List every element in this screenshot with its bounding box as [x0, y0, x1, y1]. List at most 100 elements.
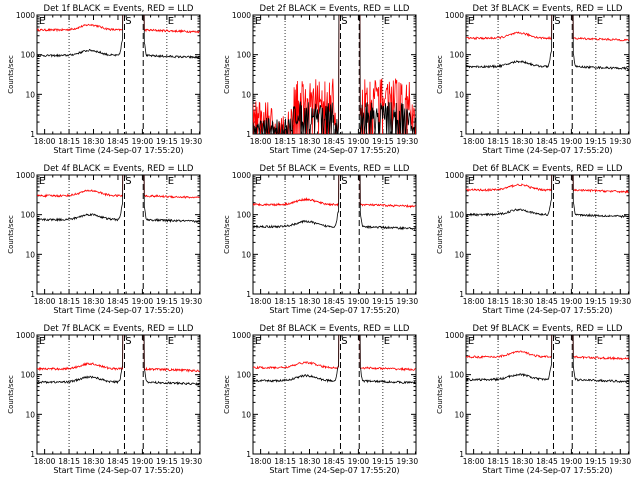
- x-axis-label: Start Time (24-Sep-07 17:55:20): [53, 146, 183, 155]
- x-tick-label: 19:15: [585, 137, 607, 146]
- marker-label-e: E: [39, 16, 45, 27]
- x-tick-label: 19:15: [156, 457, 178, 466]
- marker-label-e: E: [255, 16, 261, 27]
- y-axis-label: Counts/sec: [223, 55, 231, 94]
- series-lld-line: [37, 15, 200, 34]
- x-tick-label: 18:45: [107, 137, 129, 146]
- x-tick-label: 18:30: [299, 137, 321, 146]
- y-tick-label: 1: [459, 450, 464, 459]
- series-events-line: [37, 335, 200, 386]
- x-tick-label: 19:30: [180, 137, 202, 146]
- y-tick-label: 10: [25, 410, 35, 419]
- x-tick-label: 18:30: [512, 297, 534, 306]
- y-tick-label: 1000: [445, 331, 464, 340]
- plot-frame: [465, 334, 630, 455]
- marker-label-s: S: [125, 176, 131, 187]
- y-tick-label: 10: [25, 250, 35, 259]
- marker-label-e: E: [168, 336, 174, 347]
- y-tick-label: 10: [454, 250, 464, 259]
- x-tick-label: 18:30: [512, 137, 534, 146]
- x-tick-label: 18:15: [58, 297, 80, 306]
- x-tick-label: 18:30: [299, 297, 321, 306]
- marker-label-s: S: [554, 336, 560, 347]
- series-events-line: [466, 175, 629, 219]
- detector-panel: Det 6f BLACK = Events, RED = LLD E S E 1 10 10…: [436, 164, 631, 315]
- x-tick-label: 19:00: [132, 297, 154, 306]
- y-tick-label: 100: [21, 371, 36, 380]
- x-tick-label: 18:15: [58, 137, 80, 146]
- series-events-line: [37, 175, 200, 224]
- plot-frame: [252, 174, 417, 295]
- y-tick-label: 100: [237, 211, 252, 220]
- x-axis-label: Start Time (24-Sep-07 17:55:20): [269, 306, 399, 315]
- x-axis-label: Start Time (24-Sep-07 17:55:20): [482, 466, 612, 475]
- marker-label-s: S: [554, 176, 560, 187]
- y-tick-label: 100: [450, 211, 465, 220]
- x-tick-label: 18:45: [536, 297, 558, 306]
- x-tick-label: 18:30: [83, 297, 105, 306]
- y-axis-label: Counts/sec: [223, 215, 231, 254]
- x-tick-label: 19:00: [561, 457, 583, 466]
- x-tick-label: 19:15: [372, 457, 394, 466]
- x-tick-label: 18:30: [83, 457, 105, 466]
- y-tick-label: 1000: [16, 11, 35, 20]
- x-tick-label: 18:00: [463, 137, 485, 146]
- y-tick-label: 1000: [16, 331, 35, 340]
- x-axis-label: Start Time (24-Sep-07 17:55:20): [53, 466, 183, 475]
- marker-label-s: S: [341, 176, 347, 187]
- marker-label-e: E: [384, 16, 390, 27]
- y-tick-label: 1: [30, 130, 35, 139]
- x-tick-label: 18:15: [487, 297, 509, 306]
- marker-label-e: E: [168, 16, 174, 27]
- x-tick-label: 19:15: [156, 137, 178, 146]
- x-axis-label: Start Time (24-Sep-07 17:55:20): [482, 306, 612, 315]
- x-tick-label: 19:15: [585, 297, 607, 306]
- y-axis-label: Counts/sec: [436, 375, 444, 414]
- series-events-line: [253, 15, 416, 134]
- x-tick-label: 19:30: [609, 457, 631, 466]
- x-tick-label: 19:00: [561, 297, 583, 306]
- detector-panel: Det 5f BLACK = Events, RED = LLD E S E 1 10 10…: [223, 164, 418, 315]
- y-axis-label: Counts/sec: [7, 55, 15, 94]
- plot-frame: [36, 14, 201, 135]
- y-axis-label: Counts/sec: [223, 375, 231, 414]
- x-tick-label: 19:00: [561, 137, 583, 146]
- y-tick-label: 1000: [232, 331, 251, 340]
- x-tick-label: 19:00: [132, 137, 154, 146]
- plot-frame: [252, 334, 417, 455]
- marker-label-e: E: [384, 176, 390, 187]
- marker-label-s: S: [125, 16, 131, 27]
- x-tick-label: 19:30: [396, 137, 418, 146]
- marker-label-e: E: [468, 176, 474, 187]
- x-tick-label: 18:45: [107, 457, 129, 466]
- y-axis-label: Counts/sec: [436, 215, 444, 254]
- x-tick-label: 18:00: [34, 457, 56, 466]
- panel-title: Det 7f BLACK = Events, RED = LLD: [44, 324, 194, 334]
- x-tick-label: 18:15: [487, 457, 509, 466]
- marker-label-e: E: [384, 336, 390, 347]
- series-events-line: [37, 15, 200, 59]
- panel-title: Det 4f BLACK = Events, RED = LLD: [44, 164, 194, 174]
- detector-panel: Det 2f BLACK = Events, RED = LLD E S E 1 10 10…: [223, 4, 418, 155]
- detector-panel: Det 1f BLACK = Events, RED = LLD E S E 1 10 10…: [7, 4, 202, 155]
- panel-title: Det 6f BLACK = Events, RED = LLD: [473, 164, 623, 174]
- y-tick-label: 10: [241, 410, 251, 419]
- series-lld-line: [37, 335, 200, 373]
- y-tick-label: 100: [237, 51, 252, 60]
- series-lld-line: [466, 175, 629, 194]
- x-tick-label: 18:15: [274, 297, 296, 306]
- x-tick-label: 19:15: [156, 297, 178, 306]
- detector-panel: Det 9f BLACK = Events, RED = LLD E S E 1 10 10…: [436, 324, 631, 475]
- marker-label-e: E: [468, 336, 474, 347]
- y-tick-label: 10: [454, 90, 464, 99]
- marker-label-e: E: [597, 176, 603, 187]
- marker-label-e: E: [255, 176, 261, 187]
- series-events-line: [253, 175, 416, 231]
- x-tick-label: 19:00: [132, 457, 154, 466]
- x-axis-label: Start Time (24-Sep-07 17:55:20): [269, 146, 399, 155]
- x-tick-label: 19:30: [609, 297, 631, 306]
- x-tick-label: 18:45: [107, 297, 129, 306]
- panel-title: Det 2f BLACK = Events, RED = LLD: [260, 4, 410, 14]
- x-tick-label: 19:15: [372, 297, 394, 306]
